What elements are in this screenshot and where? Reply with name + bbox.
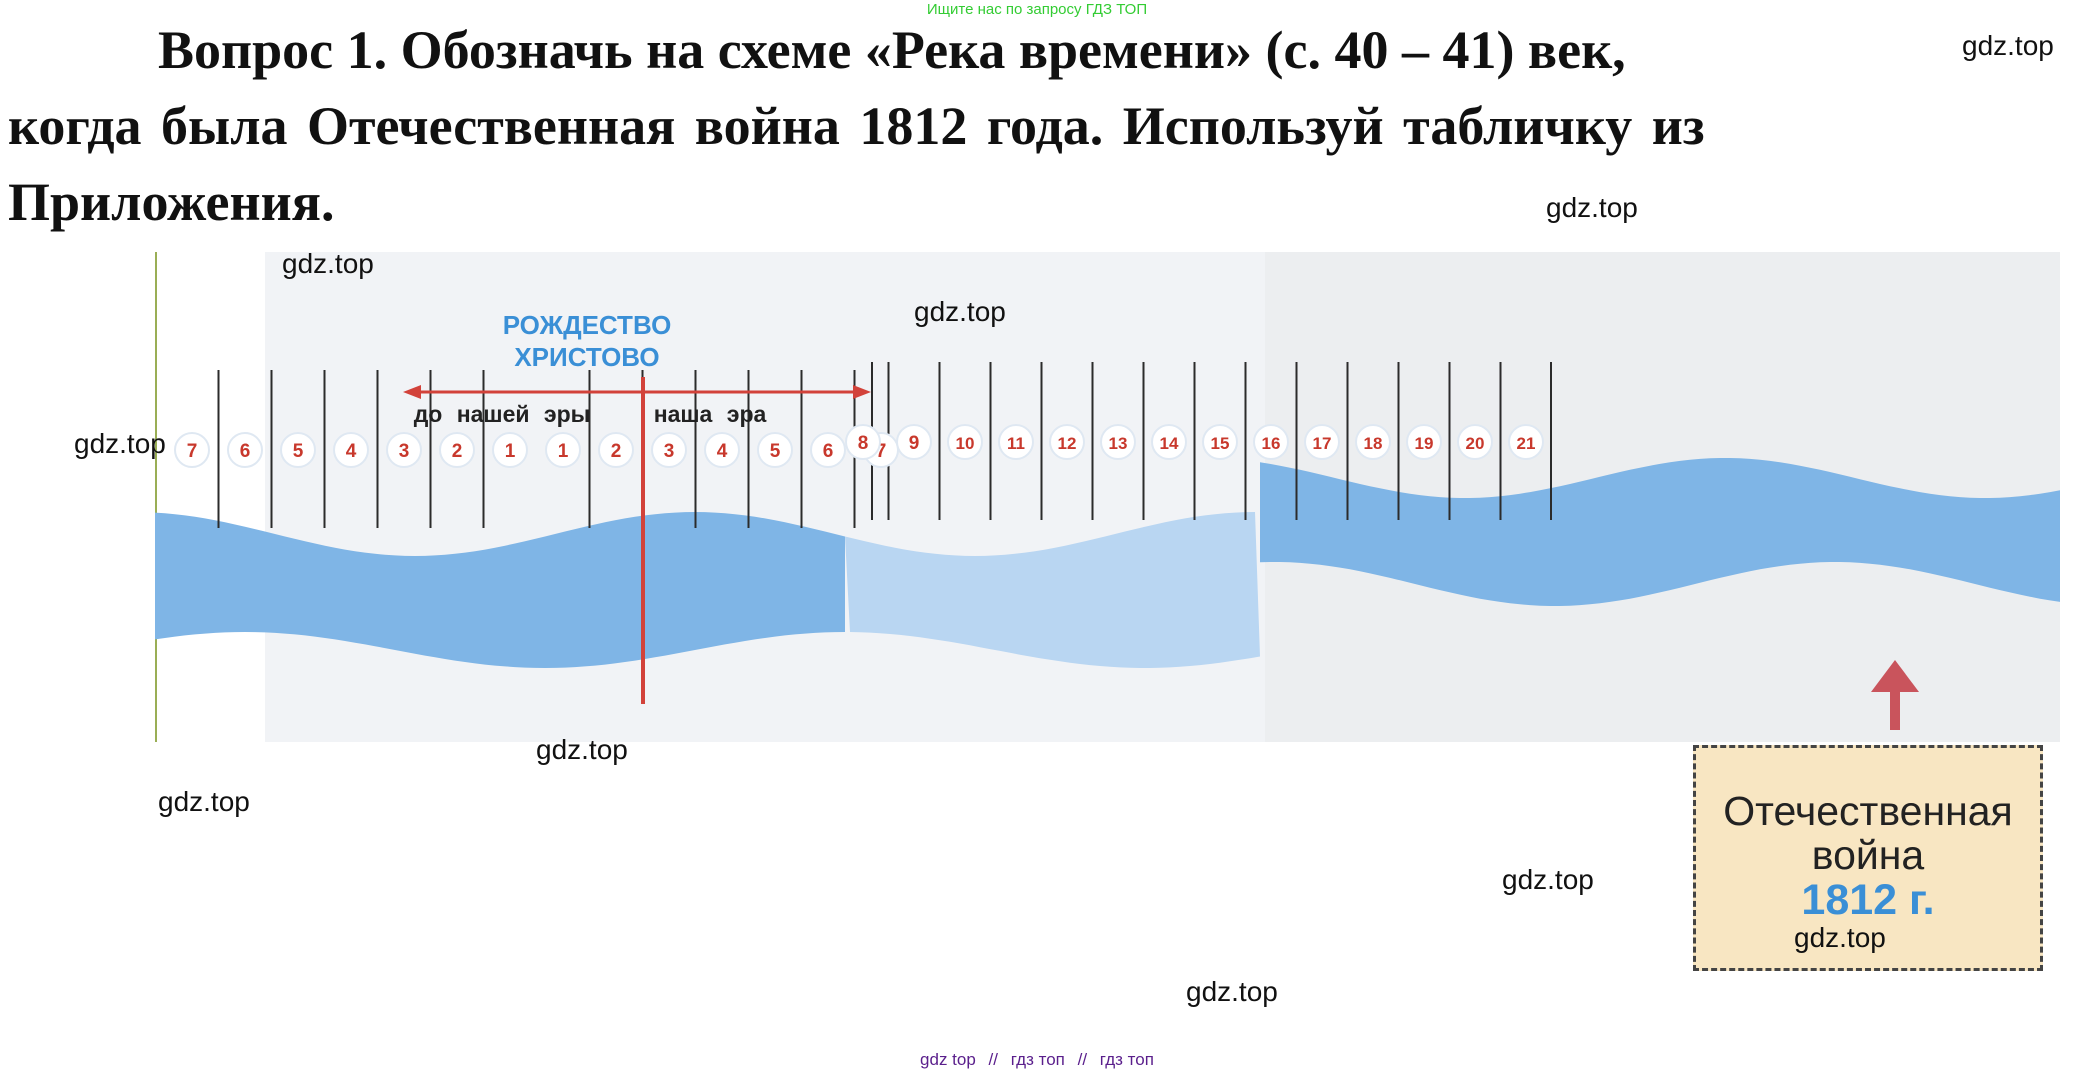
century-badge bbox=[1406, 424, 1442, 460]
heading-line-2: ХРИСТОВО bbox=[514, 342, 659, 372]
century-label-ce-4: 4 bbox=[717, 441, 728, 462]
arrow-left-head bbox=[403, 385, 421, 399]
century-badge bbox=[998, 424, 1034, 460]
watermark: gdz.top bbox=[1186, 976, 1278, 1007]
watermark: gdz.top bbox=[158, 786, 250, 817]
century-label-bce-3: 3 bbox=[399, 441, 410, 462]
century-badge bbox=[1202, 424, 1238, 460]
century-badge bbox=[386, 432, 422, 468]
century-label-ce-13: 13 bbox=[1109, 434, 1128, 453]
page-left-bg bbox=[265, 252, 1265, 742]
legend-card: Отечественная война 1812 г. bbox=[1693, 745, 2043, 971]
century-label-ce-18: 18 bbox=[1364, 434, 1383, 453]
century-badge bbox=[1355, 424, 1391, 460]
century-label-ce-10: 10 bbox=[956, 434, 975, 453]
century-badge bbox=[1151, 424, 1187, 460]
century-label-ce-20: 20 bbox=[1466, 434, 1485, 453]
watermark: gdz.top bbox=[1794, 922, 1886, 953]
century-label-ce-16: 16 bbox=[1262, 434, 1281, 453]
century-label-ce-11: 11 bbox=[1007, 434, 1025, 453]
footer-separator: // bbox=[1077, 1050, 1088, 1069]
scan-edge bbox=[155, 252, 157, 742]
arrow-head bbox=[1871, 660, 1919, 692]
century-badge bbox=[896, 424, 932, 460]
watermark: gdz.top bbox=[536, 734, 628, 765]
century-badge bbox=[333, 432, 369, 468]
century-badge bbox=[174, 432, 210, 468]
century-badge bbox=[280, 432, 316, 468]
century-label-ce-6: 6 bbox=[823, 441, 834, 462]
century-badge bbox=[598, 432, 634, 468]
century-label-ce-8: 8 bbox=[858, 433, 869, 454]
century-label-ce-17: 17 bbox=[1313, 434, 1332, 453]
ce-label: наша эра bbox=[654, 401, 767, 427]
birth-of-christ-marker: РОЖДЕСТВО ХРИСТОВО до нашей эры наша эра bbox=[403, 310, 871, 427]
century-label-ce-5: 5 bbox=[770, 441, 781, 462]
river-of-time-diagram: 7 6 5 4 3 2 1 1 2 3 4 5 6 78 9 10 11 12 13 14 15 16 17 18 19 20 21… bbox=[155, 252, 2060, 742]
river-band-left bbox=[155, 512, 845, 668]
river-band-middle bbox=[845, 512, 1260, 668]
century-label-ce-21: 21 bbox=[1517, 434, 1536, 453]
century-label-bce-2: 2 bbox=[452, 441, 463, 462]
century-badge bbox=[492, 432, 528, 468]
footer-link[interactable]: gdz top bbox=[920, 1050, 976, 1069]
century-label-ce-3: 3 bbox=[664, 441, 675, 462]
century-label-bce-7: 7 bbox=[187, 441, 198, 462]
bce-label: до нашей эры bbox=[414, 401, 591, 427]
watermark: gdz.top bbox=[1502, 864, 1594, 895]
question-line-3: Приложения. bbox=[8, 172, 335, 232]
legend-line-1: Отечественная bbox=[1723, 788, 2013, 834]
watermark: gdz.top bbox=[1546, 192, 1638, 223]
century-label-ce-15: 15 bbox=[1211, 434, 1230, 453]
watermark: gdz.top bbox=[74, 428, 166, 459]
century-badge bbox=[1253, 424, 1289, 460]
century-badge bbox=[439, 432, 475, 468]
century-badge bbox=[651, 432, 687, 468]
question-line-2: когда была Отечественная война 1812 года… bbox=[8, 96, 1705, 156]
century-badge bbox=[810, 432, 846, 468]
century-badge bbox=[947, 424, 983, 460]
century-label-ce-19: 19 bbox=[1415, 434, 1434, 453]
river-band bbox=[155, 458, 2060, 668]
century-badge bbox=[1457, 424, 1493, 460]
century-label-bce-5: 5 bbox=[293, 441, 304, 462]
century-badge bbox=[1508, 424, 1544, 460]
footer-link[interactable]: гдз топ bbox=[1099, 1050, 1154, 1069]
century-badge bbox=[845, 424, 881, 460]
century-badge bbox=[704, 432, 740, 468]
marked-century-arrow-icon bbox=[1871, 660, 1919, 730]
century-badge bbox=[1049, 424, 1085, 460]
century-label-ce-14: 14 bbox=[1160, 434, 1179, 453]
century-badge bbox=[757, 432, 793, 468]
question-line-1: Вопрос 1. Обозначь на схеме «Река времен… bbox=[158, 20, 1626, 80]
century-label-ce-12: 12 bbox=[1058, 434, 1077, 453]
century-label-bce-6: 6 bbox=[240, 441, 251, 462]
century-badge bbox=[1304, 424, 1340, 460]
legend-year: 1812 г. bbox=[1801, 876, 1935, 924]
century-label-ce-2: 2 bbox=[611, 441, 622, 462]
arrow-right-head bbox=[853, 385, 871, 399]
century-badge bbox=[1100, 424, 1136, 460]
footer-links: gdz top // гдз топ // гдз топ bbox=[0, 1050, 2074, 1070]
watermark: gdz.top bbox=[914, 296, 1006, 327]
century-label-bce-4: 4 bbox=[346, 441, 357, 462]
century-label-ce-9: 9 bbox=[909, 433, 920, 454]
century-badge bbox=[227, 432, 263, 468]
century-label-ce-1: 1 bbox=[558, 441, 569, 462]
watermark: gdz.top bbox=[282, 248, 374, 279]
century-label-bce-1: 1 bbox=[505, 441, 516, 462]
century-badge bbox=[545, 432, 581, 468]
footer-separator: // bbox=[988, 1050, 998, 1069]
watermark: gdz.top bbox=[1962, 30, 2054, 61]
century-label-ce-7: 7 bbox=[876, 441, 887, 462]
century-markers: 7 6 5 4 3 2 1 1 2 3 4 5 6 78 9 10 11 12 13 14 15 16 17 18 19 20 21 bbox=[174, 424, 1544, 468]
river-band-right bbox=[1260, 458, 2060, 606]
heading-line-1: РОЖДЕСТВО bbox=[503, 310, 672, 340]
top-banner[interactable]: Ищите нас по запросу ГДЗ ТОП bbox=[926, 1, 1148, 18]
legend-line-2: война bbox=[1811, 832, 1925, 878]
footer-link[interactable]: гдз топ bbox=[1010, 1050, 1065, 1069]
